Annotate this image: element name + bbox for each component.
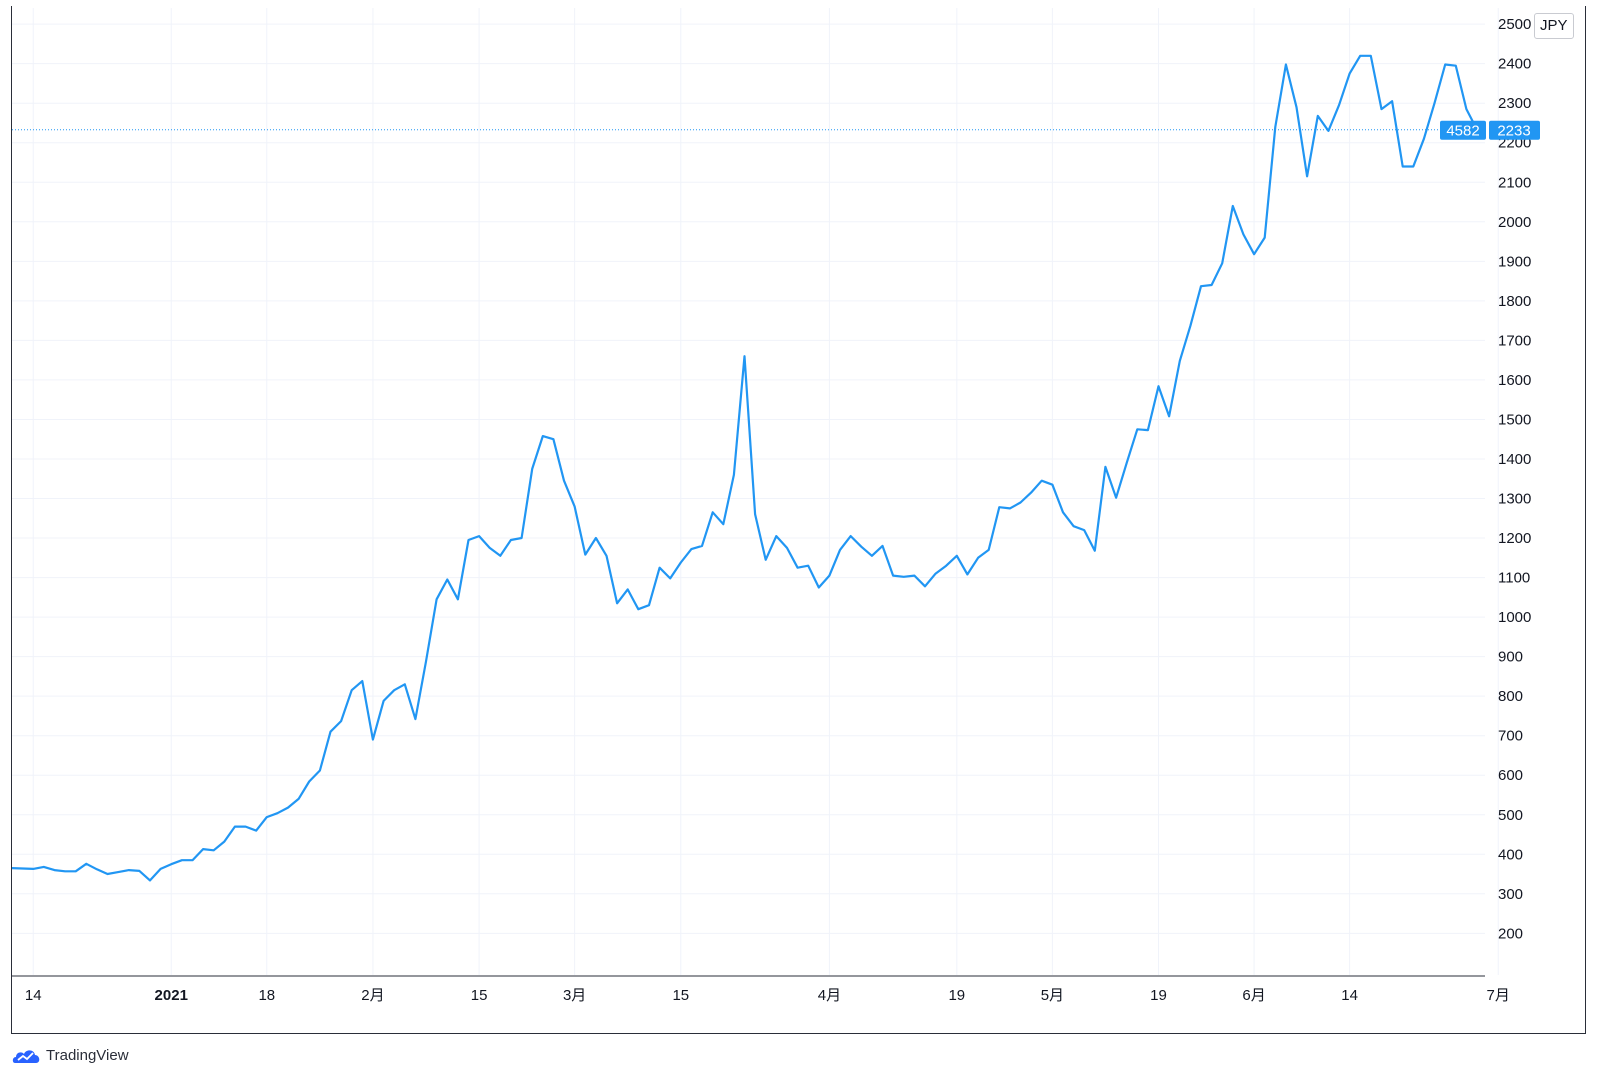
y-tick-label: 1100 xyxy=(1498,570,1530,587)
y-tick-label: 1000 xyxy=(1498,609,1531,626)
time-axis[interactable]: 14 2021 18 2月 15 3月 15 4月 19 5月 19 6月 14 7月 xyxy=(25,987,1510,1004)
y-tick-label: 1700 xyxy=(1498,332,1531,349)
x-tick-label: 2月 xyxy=(361,987,384,1004)
y-tick-label: 1500 xyxy=(1498,411,1531,428)
y-tick-label: 1200 xyxy=(1498,530,1531,547)
tradingview-cloud-icon xyxy=(12,1050,40,1063)
price-axis[interactable]: 200 300 400 500 600 700 800 900 1000 1100 1200 1300… xyxy=(1498,16,1531,942)
x-tick-label: 14 xyxy=(25,987,42,1004)
y-tick-label: 2000 xyxy=(1498,214,1531,231)
y-tick-label: 400 xyxy=(1498,846,1523,863)
x-tick-label: 19 xyxy=(948,987,965,1004)
price-label: 2233 xyxy=(1497,123,1530,140)
x-tick-label: 5月 xyxy=(1041,987,1064,1004)
x-tick-label: 6月 xyxy=(1242,987,1265,1004)
price-series-line xyxy=(11,54,1478,882)
y-tick-label: 600 xyxy=(1498,767,1523,784)
y-tick-label: 700 xyxy=(1498,728,1523,745)
tradingview-logo[interactable]: TradingView xyxy=(12,1044,129,1066)
y-tick-label: 1800 xyxy=(1498,293,1531,310)
x-tick-label: 14 xyxy=(1341,987,1358,1004)
x-tick-label: 3月 xyxy=(563,987,586,1004)
x-tick-label: 19 xyxy=(1150,987,1167,1004)
y-tick-label: 200 xyxy=(1498,925,1523,942)
symbol-label-bg xyxy=(1440,120,1486,140)
x-tick-label: 15 xyxy=(672,987,689,1004)
chart-frame xyxy=(11,6,1586,1034)
x-tick-label: 15 xyxy=(471,987,488,1004)
y-tick-label: 2500 xyxy=(1498,16,1531,33)
y-tick-label: 1400 xyxy=(1498,451,1531,468)
brand-name: TradingView xyxy=(46,1046,129,1064)
symbol-label: 4582 xyxy=(1446,123,1479,140)
y-tick-label: 800 xyxy=(1498,688,1523,705)
x-tick-label: 7月 xyxy=(1487,987,1510,1004)
last-price-tag: 4582 2233 xyxy=(1440,120,1540,140)
y-tick-label: 500 xyxy=(1498,807,1523,824)
y-tick-label: 2300 xyxy=(1498,95,1531,112)
y-tick-label: 1600 xyxy=(1498,372,1531,389)
y-tick-label: 2400 xyxy=(1498,56,1531,73)
currency-button[interactable]: JPY xyxy=(1534,13,1574,39)
y-tick-label: 2100 xyxy=(1498,174,1531,191)
x-tick-label: 4月 xyxy=(818,987,841,1004)
y-tick-label: 1300 xyxy=(1498,491,1531,508)
y-tick-label: 1900 xyxy=(1498,253,1531,270)
x-tick-label: 2021 xyxy=(155,987,188,1004)
y-tick-label: 300 xyxy=(1498,886,1523,903)
y-tick-label: 900 xyxy=(1498,649,1523,666)
grid-lines xyxy=(12,8,1499,975)
x-tick-label: 18 xyxy=(258,987,275,1004)
price-label-bg xyxy=(1489,120,1540,140)
